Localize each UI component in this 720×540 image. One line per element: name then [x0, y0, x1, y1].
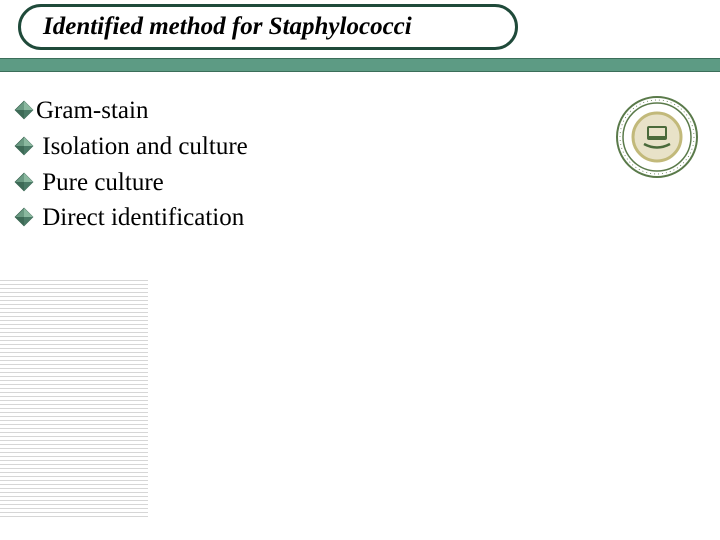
list-item: Direct identification [14, 201, 574, 235]
list-item: Pure culture [14, 166, 574, 200]
list-item-text: Pure culture [36, 166, 164, 200]
title-row: Identified method for Staphylococci [0, 0, 720, 58]
list-item: Isolation and culture [14, 130, 574, 164]
divider-bar [0, 58, 720, 72]
list-item: Gram-stain [14, 94, 574, 128]
list-item-text: Gram-stain [36, 94, 148, 128]
diamond-bullet-icon [14, 172, 34, 192]
content-list: Gram-stain Isolation and culture Pure cu… [14, 94, 574, 237]
institution-logo [616, 96, 698, 178]
list-item-text: Isolation and culture [36, 130, 248, 164]
diamond-bullet-icon [14, 100, 34, 120]
list-item-text: Direct identification [36, 201, 244, 235]
decorative-stripes [0, 280, 148, 520]
logo-icon [616, 96, 698, 178]
diamond-bullet-icon [14, 136, 34, 156]
slide-title: Identified method for Staphylococci [43, 13, 412, 41]
title-box: Identified method for Staphylococci [18, 4, 518, 50]
diamond-bullet-icon [14, 207, 34, 227]
